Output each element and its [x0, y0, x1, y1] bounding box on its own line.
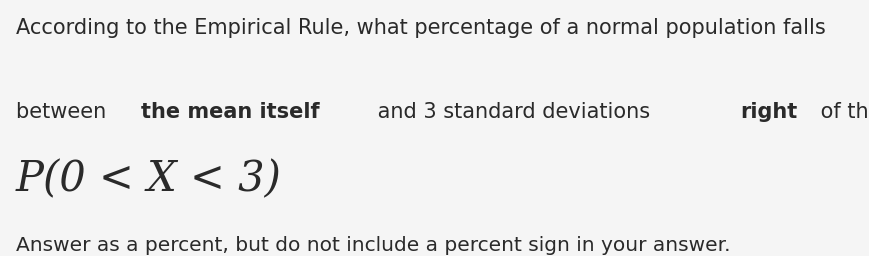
Text: and 3 standard deviations: and 3 standard deviations: [371, 102, 656, 122]
Text: between: between: [16, 102, 112, 122]
Text: P(0 < X < 3): P(0 < X < 3): [16, 159, 282, 201]
Text: right: right: [739, 102, 796, 122]
Text: Answer as a percent, but do not include a percent sign in your answer.: Answer as a percent, but do not include …: [16, 236, 729, 254]
Text: the mean itself: the mean itself: [141, 102, 319, 122]
Text: According to the Empirical Rule, what percentage of a normal population falls: According to the Empirical Rule, what pe…: [16, 18, 825, 38]
Text: of the mean?: of the mean?: [813, 102, 869, 122]
